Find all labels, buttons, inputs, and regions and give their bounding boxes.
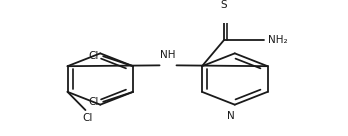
Text: N: N [227,111,235,121]
Text: Cl: Cl [89,51,99,61]
Text: Cl: Cl [89,97,99,107]
Text: NH₂: NH₂ [268,35,287,45]
Text: NH: NH [160,50,175,60]
Text: Cl: Cl [82,113,93,123]
Text: S: S [220,0,227,10]
